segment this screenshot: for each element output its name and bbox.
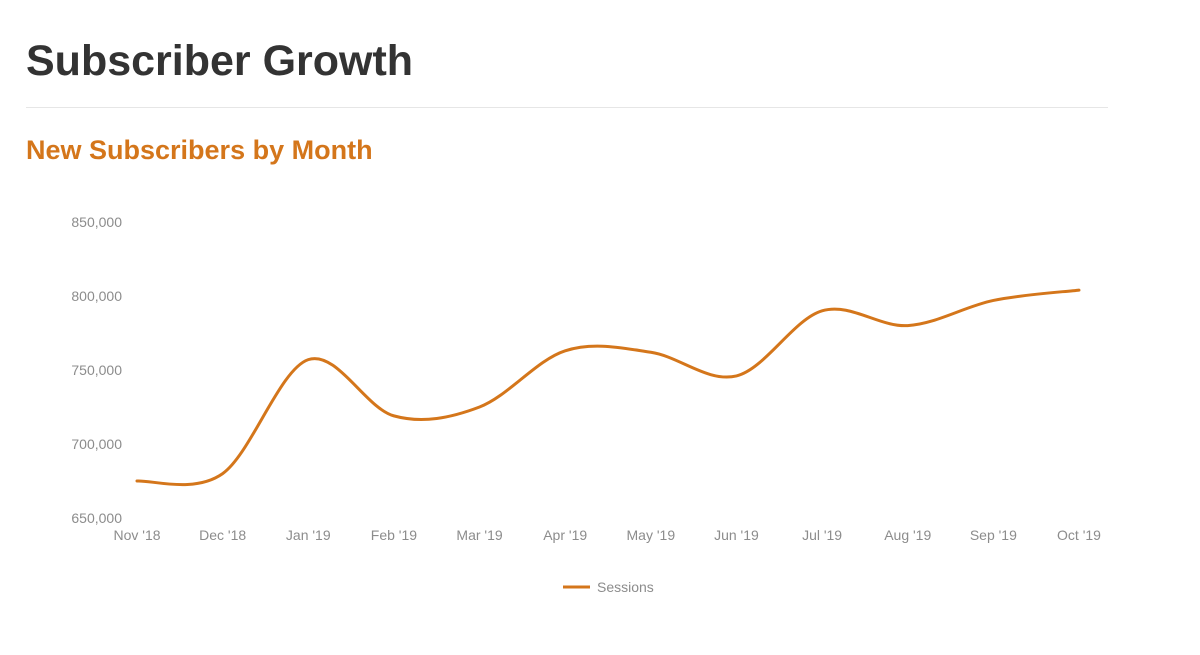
data-point[interactable] (219, 470, 227, 478)
legend[interactable]: Sessions (563, 579, 654, 595)
y-tick-label: 650,000 (71, 510, 122, 526)
x-tick-label: Apr '19 (543, 527, 587, 543)
data-point[interactable] (989, 296, 997, 304)
data-point[interactable] (476, 403, 484, 411)
x-tick-label: Jul '19 (802, 527, 842, 543)
x-tick-label: Aug '19 (884, 527, 931, 543)
x-tick-label: Oct '19 (1057, 527, 1101, 543)
x-tick-label: May '19 (627, 527, 676, 543)
data-point[interactable] (732, 372, 740, 380)
y-axis: 650,000 700,000 750,000 800,000 850,000 (71, 214, 122, 526)
title-divider (26, 107, 1108, 108)
y-tick-label: 700,000 (71, 436, 122, 452)
x-tick-label: Dec '18 (199, 527, 246, 543)
y-tick-label: 800,000 (71, 288, 122, 304)
legend-label-sessions: Sessions (597, 579, 654, 595)
series-group (133, 286, 1083, 487)
data-point[interactable] (904, 322, 912, 330)
x-tick-label: Jan '19 (286, 527, 331, 543)
data-point[interactable] (1075, 286, 1083, 294)
y-tick-label: 750,000 (71, 362, 122, 378)
x-axis: Nov '18 Dec '18 Jan '19 Feb '19 Mar '19 Apr '… (113, 527, 1101, 543)
chart-title: New Subscribers by Month (26, 135, 373, 165)
x-tick-label: Sep '19 (970, 527, 1017, 543)
series-line-sessions (135, 288, 1081, 487)
x-tick-label: Nov '18 (113, 527, 160, 543)
data-point[interactable] (133, 477, 141, 485)
page-title: Subscriber Growth (26, 37, 414, 85)
x-tick-label: Jun '19 (714, 527, 759, 543)
data-point[interactable] (818, 307, 826, 315)
x-tick-label: Feb '19 (371, 527, 417, 543)
data-point[interactable] (561, 347, 569, 355)
x-tick-label: Mar '19 (456, 527, 502, 543)
data-point[interactable] (390, 412, 398, 420)
y-tick-label: 850,000 (71, 214, 122, 230)
data-point[interactable] (647, 348, 655, 356)
data-point[interactable] (304, 356, 312, 364)
